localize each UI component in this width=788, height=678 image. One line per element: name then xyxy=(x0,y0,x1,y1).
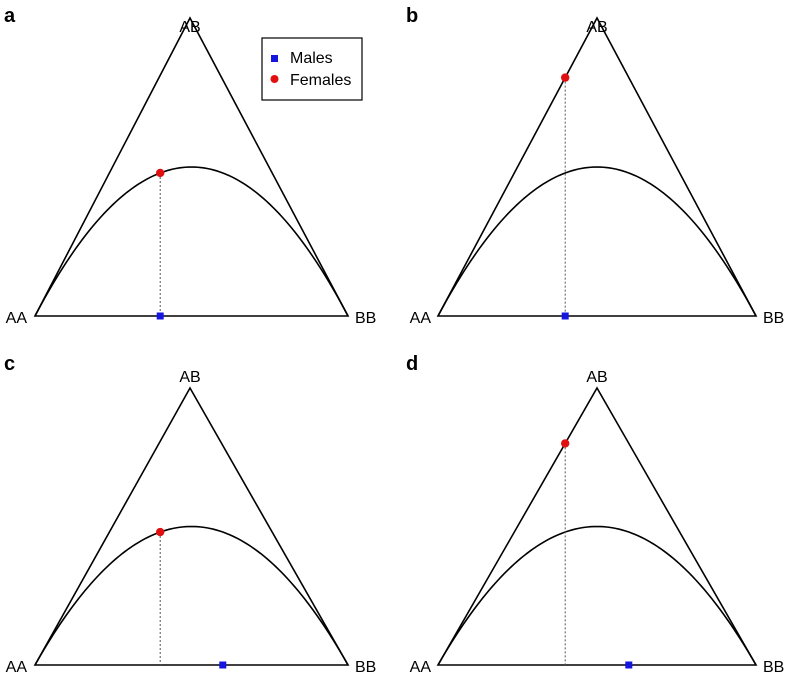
female-point xyxy=(156,527,165,537)
vertex-label-ab: AB xyxy=(179,369,200,386)
panel-a-plot xyxy=(33,16,350,320)
panel-letter-c: c xyxy=(4,353,15,375)
legend-female-circle-icon xyxy=(270,75,279,83)
hardy-weinberg-curve xyxy=(34,166,349,317)
legend-label-females: Females xyxy=(290,72,351,89)
male-point xyxy=(156,312,164,320)
vertex-label-bb: BB xyxy=(355,659,376,676)
hardy-weinberg-curve xyxy=(437,525,757,666)
triangle-outline xyxy=(436,16,758,317)
female-point xyxy=(156,168,165,178)
legend-male-square-icon xyxy=(271,55,278,62)
vertex-label-ab: AB xyxy=(586,19,607,36)
hardy-weinberg-curve xyxy=(437,166,757,317)
vertex-label-bb: BB xyxy=(763,659,784,676)
legend: Males Females xyxy=(261,37,363,101)
panel-c-plot xyxy=(33,386,350,669)
male-point xyxy=(219,661,227,669)
legend-label-males: Males xyxy=(290,50,333,67)
hardy-weinberg-curve xyxy=(34,525,349,666)
panel-b: b AB AA BB xyxy=(406,5,784,327)
panel-b-plot xyxy=(436,16,758,320)
vertex-label-aa: AA xyxy=(410,659,432,676)
panel-letter-a: a xyxy=(4,5,16,27)
panel-d: d AB AA BB xyxy=(406,353,784,676)
triangle-outline xyxy=(33,386,350,666)
panel-d-plot xyxy=(436,386,758,669)
triangle-outline xyxy=(33,16,350,317)
panel-letter-b: b xyxy=(406,5,418,27)
vertex-label-aa: AA xyxy=(6,310,28,327)
male-point xyxy=(625,661,633,669)
panel-c: c AB AA BB xyxy=(4,353,376,676)
vertex-label-ab: AB xyxy=(179,19,200,36)
female-point xyxy=(561,73,570,82)
vertex-label-aa: AA xyxy=(6,659,28,676)
vertex-label-bb: BB xyxy=(355,310,376,327)
legend-box xyxy=(261,37,363,101)
panel-a: a AB AA BB Males Females xyxy=(4,5,376,327)
vertex-label-ab: AB xyxy=(586,369,607,386)
female-point xyxy=(561,439,570,448)
vertex-label-aa: AA xyxy=(410,310,432,327)
vertex-label-bb: BB xyxy=(763,310,784,327)
triangle-outline xyxy=(436,386,758,666)
panel-letter-d: d xyxy=(406,353,418,375)
male-point xyxy=(561,312,569,320)
